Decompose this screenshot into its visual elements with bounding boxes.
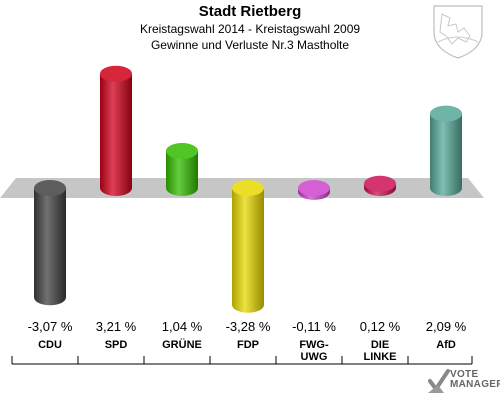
category-label: CDU [17, 339, 83, 351]
category-label: GRÜNE [149, 339, 215, 351]
category-label: DIE LINKE [347, 339, 413, 363]
value-label: 1,04 % [161, 319, 203, 334]
bar-cdu [34, 180, 66, 306]
category-label-line: UWG [300, 351, 328, 363]
logo-text-manager: MANAGER [450, 379, 500, 390]
vote-manager-logo: VOTE MANAGER [428, 367, 500, 397]
bar-spd [100, 65, 132, 196]
checkmark-icon [428, 369, 450, 393]
category-label-line: AfD [436, 339, 456, 351]
value-label: -3,07 % [27, 319, 73, 334]
category-label: FWG- UWG [281, 339, 347, 363]
category-label: FDP [215, 339, 281, 351]
category-label-line: LINKE [363, 351, 397, 363]
category-label-line: FDP [237, 339, 259, 351]
bar-fdp [232, 180, 264, 313]
bar-gr-ne [166, 142, 198, 196]
bar-die-linke [364, 175, 396, 196]
category-label: SPD [83, 339, 149, 351]
category-label-line: FWG- [299, 339, 329, 351]
chart-title: Stadt Rietberg [198, 3, 302, 20]
value-label: 0,12 % [359, 319, 401, 334]
category-label-line: GRÜNE [162, 339, 202, 351]
value-label: 3,21 % [95, 319, 137, 334]
category-label-line: CDU [38, 339, 62, 351]
coat-of-arms-icon [433, 5, 483, 59]
category-label-line: SPD [104, 339, 128, 351]
category-label-line: DIE [370, 339, 390, 351]
bar-afd [430, 105, 462, 196]
chart-subtitle-1: Kreistagswahl 2014 - Kreistagswahl 2009 [139, 22, 361, 36]
value-label: -0,11 % [292, 319, 336, 334]
value-label: -3,28 % [225, 319, 271, 334]
category-label: AfD [413, 339, 479, 351]
value-label: 2,09 % [425, 319, 467, 334]
logo-text-vote: VOTE [450, 369, 479, 380]
bar-fwg-uwg [298, 180, 330, 200]
chart-subtitle-2: Gewinne und Verluste Nr.3 Mastholte [150, 38, 350, 52]
